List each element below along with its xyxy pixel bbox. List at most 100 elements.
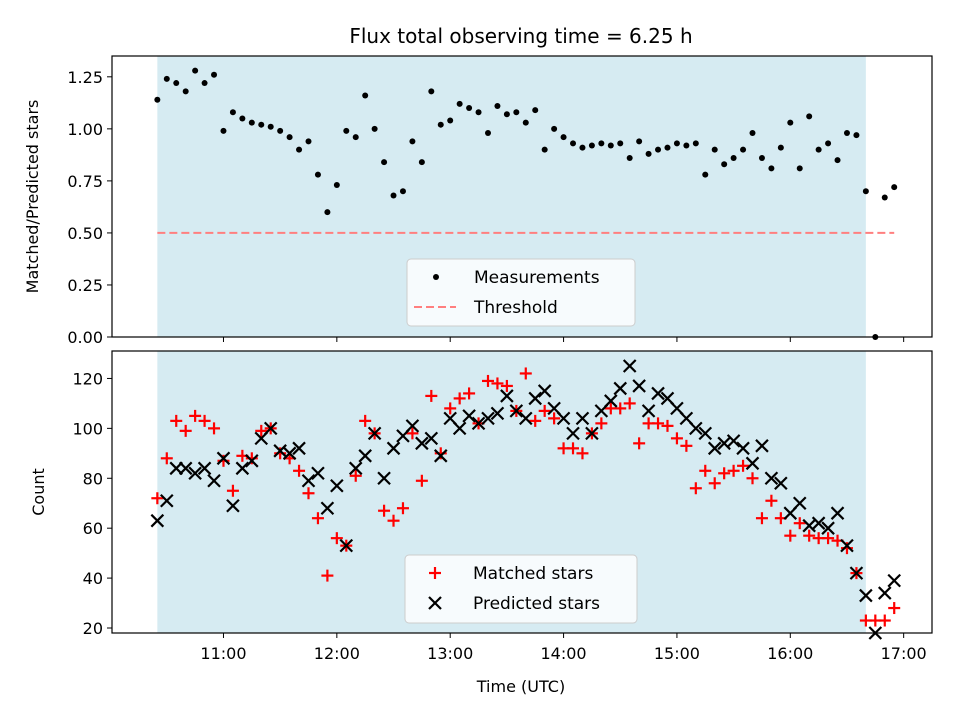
predicted-star-point — [698, 426, 713, 441]
measurement-point — [513, 109, 520, 116]
predicted-star-point — [849, 566, 864, 580]
predicted-star-marker-b — [386, 441, 401, 456]
top-ytick-label: 0.25 — [67, 276, 103, 295]
measurement-point — [702, 171, 709, 178]
measurement-point — [229, 109, 236, 116]
predicted-star-point — [689, 421, 703, 436]
measurement-point — [843, 130, 850, 137]
measurement-point — [381, 159, 388, 166]
measurement-point — [239, 115, 246, 122]
predicted-star-point — [462, 409, 476, 423]
predicted-star-point — [405, 419, 420, 433]
predicted-star-point — [263, 421, 278, 436]
matched-star-point — [538, 404, 551, 417]
matched-star-point — [293, 464, 306, 477]
matched-star-point — [755, 512, 768, 525]
predicted-star-point — [613, 381, 628, 396]
measurement-point — [305, 138, 312, 145]
matched-star-point — [519, 367, 532, 380]
legend-threshold-label: Threshold — [473, 298, 558, 318]
measurement-point — [626, 154, 633, 161]
measurement-point — [617, 140, 624, 147]
predicted-star-point — [481, 411, 495, 426]
bottom-xtick-label: 15:00 — [654, 644, 700, 663]
measurement-point — [796, 165, 803, 172]
matched-star-point — [614, 402, 627, 415]
predicted-star-marker-b — [330, 478, 344, 493]
predicted-star-marker-b — [509, 404, 524, 418]
matched-star-point — [822, 532, 835, 545]
matched-star-point — [208, 422, 221, 435]
bottom-y-axis-label: Count — [29, 468, 48, 516]
measurement-point — [655, 146, 662, 153]
measurement-point — [182, 88, 189, 95]
predicted-star-point — [840, 538, 854, 553]
predicted-star-marker-b — [452, 421, 467, 436]
predicted-star-marker-b — [150, 513, 165, 528]
top-ytick-label: 1.25 — [67, 68, 103, 87]
bottom-ytick-label: 40 — [83, 569, 103, 588]
bottom-xtick-label: 13:00 — [427, 644, 473, 663]
predicted-star-marker-b — [500, 389, 514, 403]
predicted-star-point — [311, 466, 325, 481]
matched-star-point — [737, 459, 750, 472]
predicted-star-point — [178, 461, 193, 476]
predicted-star-marker-b — [774, 476, 788, 491]
matched-star-point — [255, 424, 268, 437]
measurement-point — [806, 113, 813, 120]
bottom-xtick-label: 14:00 — [541, 644, 587, 663]
measurement-point — [428, 88, 435, 95]
bottom-panel: 20 40 60 80 100 120 11:00 12:00 13:00 14:00 15:00… — [29, 350, 933, 696]
top-legend-box — [406, 258, 636, 327]
measurement-point — [484, 130, 491, 137]
legend-matched-label: Matched stars — [473, 564, 593, 584]
predicted-star-marker-b — [320, 501, 335, 515]
bottom-ytick-label: 20 — [83, 619, 103, 638]
matched-star-point — [595, 417, 608, 430]
predicted-star-point — [604, 394, 618, 408]
matched-star-point — [330, 532, 343, 545]
measurement-point — [636, 138, 643, 145]
predicted-star-marker-b — [519, 411, 533, 426]
measurement-point — [154, 96, 161, 103]
predicted-star-marker-b — [575, 411, 590, 426]
predicted-star-marker-b — [377, 471, 391, 486]
chart-title: Flux total observing time = 6.25 h — [349, 24, 692, 48]
measurement-point — [721, 161, 728, 168]
matched-star-point — [189, 409, 202, 422]
measurement-point — [862, 188, 869, 195]
matched-star-point — [463, 387, 476, 400]
measurement-point — [579, 144, 586, 151]
predicted-star-marker-b — [698, 426, 713, 441]
predicted-star-marker-b — [160, 493, 174, 508]
top-legend: Measurements Threshold — [406, 258, 636, 327]
matched-star-point — [878, 614, 891, 627]
predicted-star-point — [641, 404, 656, 418]
predicted-star-point — [207, 473, 221, 488]
predicted-star-point — [358, 449, 372, 463]
measurement-point — [692, 140, 699, 147]
predicted-star-point — [471, 416, 486, 431]
bottom-xtick-label: 12:00 — [314, 644, 360, 663]
measurement-point — [371, 125, 378, 132]
predicted-star-point — [528, 391, 543, 406]
measurement-point — [343, 127, 350, 134]
matched-star-point — [179, 424, 192, 437]
bottom-legend-box — [404, 554, 638, 624]
predicted-star-point — [377, 471, 391, 486]
measurement-point — [730, 154, 737, 161]
predicted-star-marker-b — [358, 449, 372, 463]
predicted-star-point — [537, 384, 552, 398]
measurement-point — [768, 165, 775, 172]
predicted-star-point — [707, 441, 722, 456]
bottom-xtick-label: 17:00 — [881, 644, 927, 663]
predicted-star-point — [330, 478, 344, 493]
matched-star-point — [765, 494, 778, 507]
top-axes-frame — [111, 55, 933, 338]
predicted-star-marker-b — [433, 449, 448, 463]
legend-predicted-label: Predicted stars — [473, 594, 600, 614]
bottom-legend: Matched stars Predicted stars — [404, 554, 638, 624]
predicted-star-point — [216, 451, 231, 466]
top-y-axis-label: Matched/Predicted stars — [23, 100, 42, 294]
